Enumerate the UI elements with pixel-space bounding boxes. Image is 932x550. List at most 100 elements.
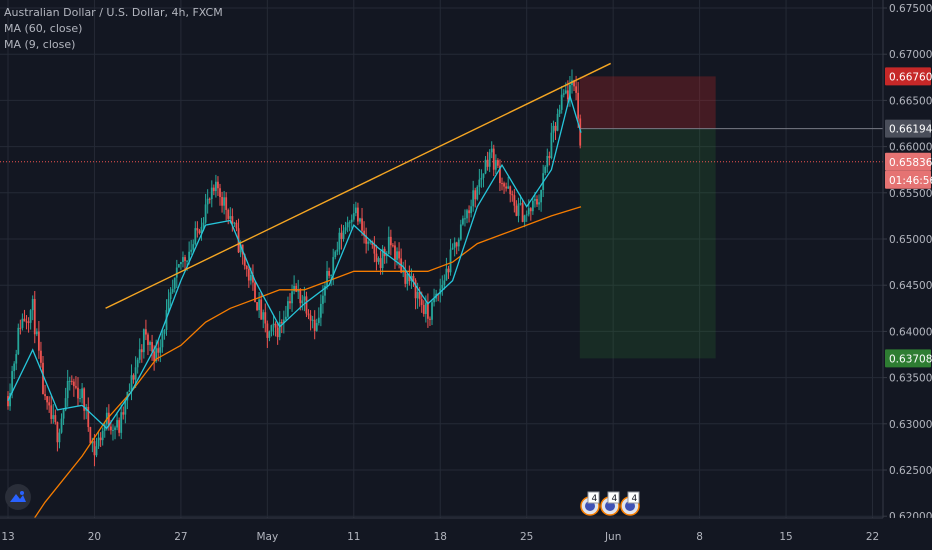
- candle-body: [503, 183, 505, 187]
- price-badge-label: 0.65836: [889, 157, 932, 169]
- candle-body: [40, 350, 42, 363]
- candle-body: [9, 393, 11, 407]
- candle-body: [525, 214, 528, 216]
- price-badge: [885, 119, 931, 138]
- candle-body: [509, 186, 512, 195]
- candle-body: [517, 203, 520, 216]
- candle-body: [505, 186, 508, 189]
- candle-body: [453, 242, 456, 248]
- candle-body: [396, 251, 398, 260]
- candle-body: [515, 205, 518, 216]
- candle-body: [83, 388, 86, 411]
- candle-body: [188, 251, 191, 261]
- candle-body: [513, 195, 516, 206]
- candle-body: [89, 427, 92, 444]
- candle-body: [416, 291, 419, 299]
- candle-body: [182, 257, 184, 262]
- candle-body: [566, 90, 569, 100]
- candle-body: [272, 323, 275, 326]
- candle-body: [519, 203, 522, 205]
- candle-body: [27, 321, 30, 323]
- tradingview-logo-icon[interactable]: [5, 484, 31, 510]
- candle-body: [377, 258, 380, 262]
- candle-body: [328, 271, 330, 276]
- candle-body: [258, 299, 261, 311]
- candle-body: [214, 181, 217, 192]
- candle-body: [322, 295, 324, 304]
- candle-body: [427, 303, 429, 319]
- candle-body: [560, 94, 563, 110]
- candle-body: [544, 166, 547, 174]
- candle-body: [336, 249, 339, 252]
- candle-body: [334, 251, 337, 258]
- candle-body: [338, 232, 341, 250]
- take-profit-zone: [579, 128, 716, 359]
- chart-legend: Australian Dollar / U.S. Dollar, 4h, FXC…: [4, 5, 223, 53]
- candle-body: [538, 202, 540, 205]
- candle-body: [134, 367, 137, 380]
- candle-body: [256, 302, 258, 311]
- candle-body: [169, 292, 172, 300]
- candle-body: [194, 228, 197, 245]
- candle-body: [478, 179, 481, 187]
- candle-body: [350, 219, 353, 223]
- candle-body: [42, 362, 44, 395]
- price-tick-label: 0.65500: [889, 188, 932, 200]
- price-tick-label: 0.67000: [889, 49, 932, 61]
- candle-body: [293, 286, 296, 292]
- time-tick-label: 22: [866, 531, 879, 543]
- candle-body: [404, 270, 407, 284]
- candle-body: [280, 321, 283, 324]
- candle-body: [499, 165, 501, 184]
- candle-body: [75, 386, 77, 388]
- price-tick-label: 0.65000: [889, 234, 932, 246]
- candle-body: [153, 351, 156, 362]
- candle-body: [7, 396, 9, 407]
- candle-body: [72, 381, 75, 387]
- candle-body: [451, 247, 454, 250]
- candle-body: [33, 298, 36, 335]
- candle-body: [319, 303, 322, 318]
- candle-body: [287, 301, 289, 317]
- candle-body: [324, 285, 326, 296]
- candle-body: [422, 304, 425, 314]
- candle-body: [175, 267, 178, 278]
- price-axis: [883, 0, 932, 550]
- candle-body: [264, 312, 267, 324]
- candle-body: [68, 380, 71, 382]
- candle-body: [200, 226, 203, 234]
- candle-body: [157, 348, 160, 353]
- event-flag-icon: 4: [580, 491, 600, 516]
- candle-body: [562, 93, 565, 95]
- price-tick-label: 0.67500: [889, 3, 932, 15]
- candle-body: [466, 210, 468, 219]
- candle-body: [114, 427, 116, 430]
- candle-body: [219, 188, 221, 198]
- candle-body: [348, 222, 351, 224]
- candle-body: [573, 80, 575, 87]
- time-tick-label: 15: [779, 531, 792, 543]
- candle-body: [77, 387, 79, 399]
- candle-body: [531, 200, 534, 212]
- candle-body: [472, 190, 475, 207]
- candle-body: [142, 329, 145, 353]
- candle-body: [534, 199, 536, 201]
- candle-body: [60, 418, 63, 433]
- candle-body: [243, 254, 246, 266]
- candle-body: [58, 432, 61, 443]
- candle-body: [235, 222, 238, 229]
- candle-body: [332, 257, 335, 276]
- candle-body: [159, 347, 162, 353]
- candle-body: [313, 319, 316, 331]
- time-tick-label: Jun: [604, 531, 621, 543]
- candle-body: [529, 208, 532, 212]
- candle-body: [227, 209, 230, 219]
- price-tick-label: 0.64000: [889, 326, 932, 338]
- candle-body: [484, 159, 487, 174]
- candle-body: [190, 249, 193, 252]
- candle-body: [122, 412, 125, 415]
- candle-body: [284, 316, 287, 320]
- candle-body: [398, 251, 400, 259]
